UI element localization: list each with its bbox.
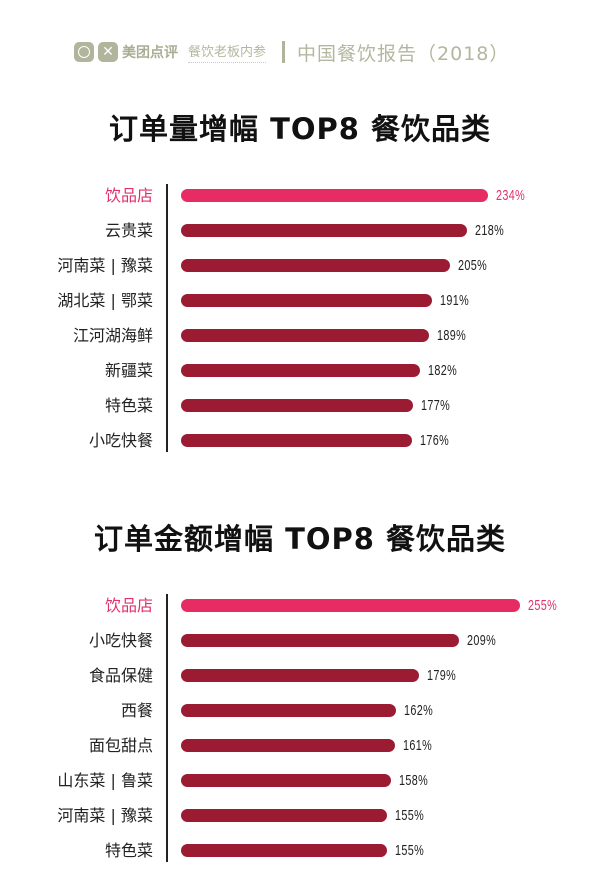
bar [181,844,387,857]
bar-row: 饮品店 255% [0,588,600,623]
value-label: 191% [440,292,470,309]
category-label: 特色菜 [104,396,153,415]
category-label: 小吃快餐 [88,431,153,450]
bar [181,434,412,447]
category-label: 小吃快餐 [88,631,153,650]
bar [181,364,420,377]
value-label: 218% [475,222,505,239]
bar-row: 云贵菜 218% [0,213,600,248]
chart2-title: 订单金额增幅 TOP8 餐饮品类 [93,522,507,556]
category-label: 河南菜 | 豫菜 [57,806,153,825]
bar [181,189,488,202]
category-label: 特色菜 [104,841,153,860]
chart1-axis [166,184,168,452]
value-label: 177% [421,397,451,414]
category-label: 湖北菜 | 鄂菜 [57,291,153,310]
value-label: 205% [458,257,488,274]
bar [181,599,520,612]
brand-canyin: 餐饮老板内参 [188,41,267,63]
bar-row: 湖北菜 | 鄂菜 191% [0,283,600,318]
value-label: 255% [528,597,558,614]
category-label: 面包甜点 [88,736,153,755]
bar-row: 小吃快餐 209% [0,623,600,658]
category-label: 山东菜 | 鲁菜 [57,771,153,790]
value-label: 162% [404,702,434,719]
report-title: 中国餐饮报告（2018） [297,42,510,65]
bar [181,294,432,307]
bar [181,704,396,717]
bar [181,329,429,342]
bar-row: 特色菜 177% [0,388,600,423]
category-label: 河南菜 | 豫菜 [57,256,153,275]
bar-row: 小吃快餐 176% [0,423,600,458]
bar [181,634,459,647]
header-divider [282,41,286,63]
category-label: 云贵菜 [104,221,153,240]
bar [181,739,395,752]
category-label: 江河湖海鲜 [72,326,153,345]
value-label: 209% [467,632,497,649]
category-label: 饮品店 [104,186,153,205]
bar [181,809,387,822]
meituan-logo-icon [74,42,94,62]
value-label: 155% [395,807,425,824]
value-label: 189% [437,327,467,344]
value-label: 176% [420,432,450,449]
bar-row: 西餐 162% [0,693,600,728]
dianping-logo-icon: ✕ [98,42,118,62]
bar [181,774,391,787]
category-label: 饮品店 [104,596,153,615]
bar [181,259,450,272]
report-header: ✕ 美团点评 餐饮老板内参 中国餐饮报告（2018） [74,38,509,66]
chart-order-amount: 饮品店 255% 小吃快餐 209% 食品保健 179% 西餐 162% 面包甜点 161% 山东菜… [0,588,600,868]
bar-row: 饮品店 234% [0,178,600,213]
bar-row: 河南菜 | 豫菜 205% [0,248,600,283]
value-label: 158% [399,772,429,789]
chart-order-volume: 饮品店 234% 云贵菜 218% 河南菜 | 豫菜 205% 湖北菜 | 鄂菜 191% 江河… [0,178,600,458]
chart1-title: 订单量增幅 TOP8 餐饮品类 [108,112,492,146]
chart2-axis [166,594,168,862]
bar-row: 山东菜 | 鲁菜 158% [0,763,600,798]
bar-row: 食品保健 179% [0,658,600,693]
category-label: 西餐 [120,701,153,720]
value-label: 234% [496,187,526,204]
value-label: 161% [403,737,433,754]
bar [181,224,467,237]
bar-row: 面包甜点 161% [0,728,600,763]
bar-row: 新疆菜 182% [0,353,600,388]
category-label: 食品保健 [88,666,153,685]
bar [181,669,419,682]
bar [181,399,413,412]
category-label: 新疆菜 [104,361,153,380]
brand-meituan: 美团点评 [122,45,178,61]
value-label: 182% [428,362,458,379]
bar-row: 江河湖海鲜 189% [0,318,600,353]
value-label: 155% [395,842,425,859]
value-label: 179% [427,667,457,684]
bar-row: 河南菜 | 豫菜 155% [0,798,600,833]
bar-row: 特色菜 155% [0,833,600,868]
